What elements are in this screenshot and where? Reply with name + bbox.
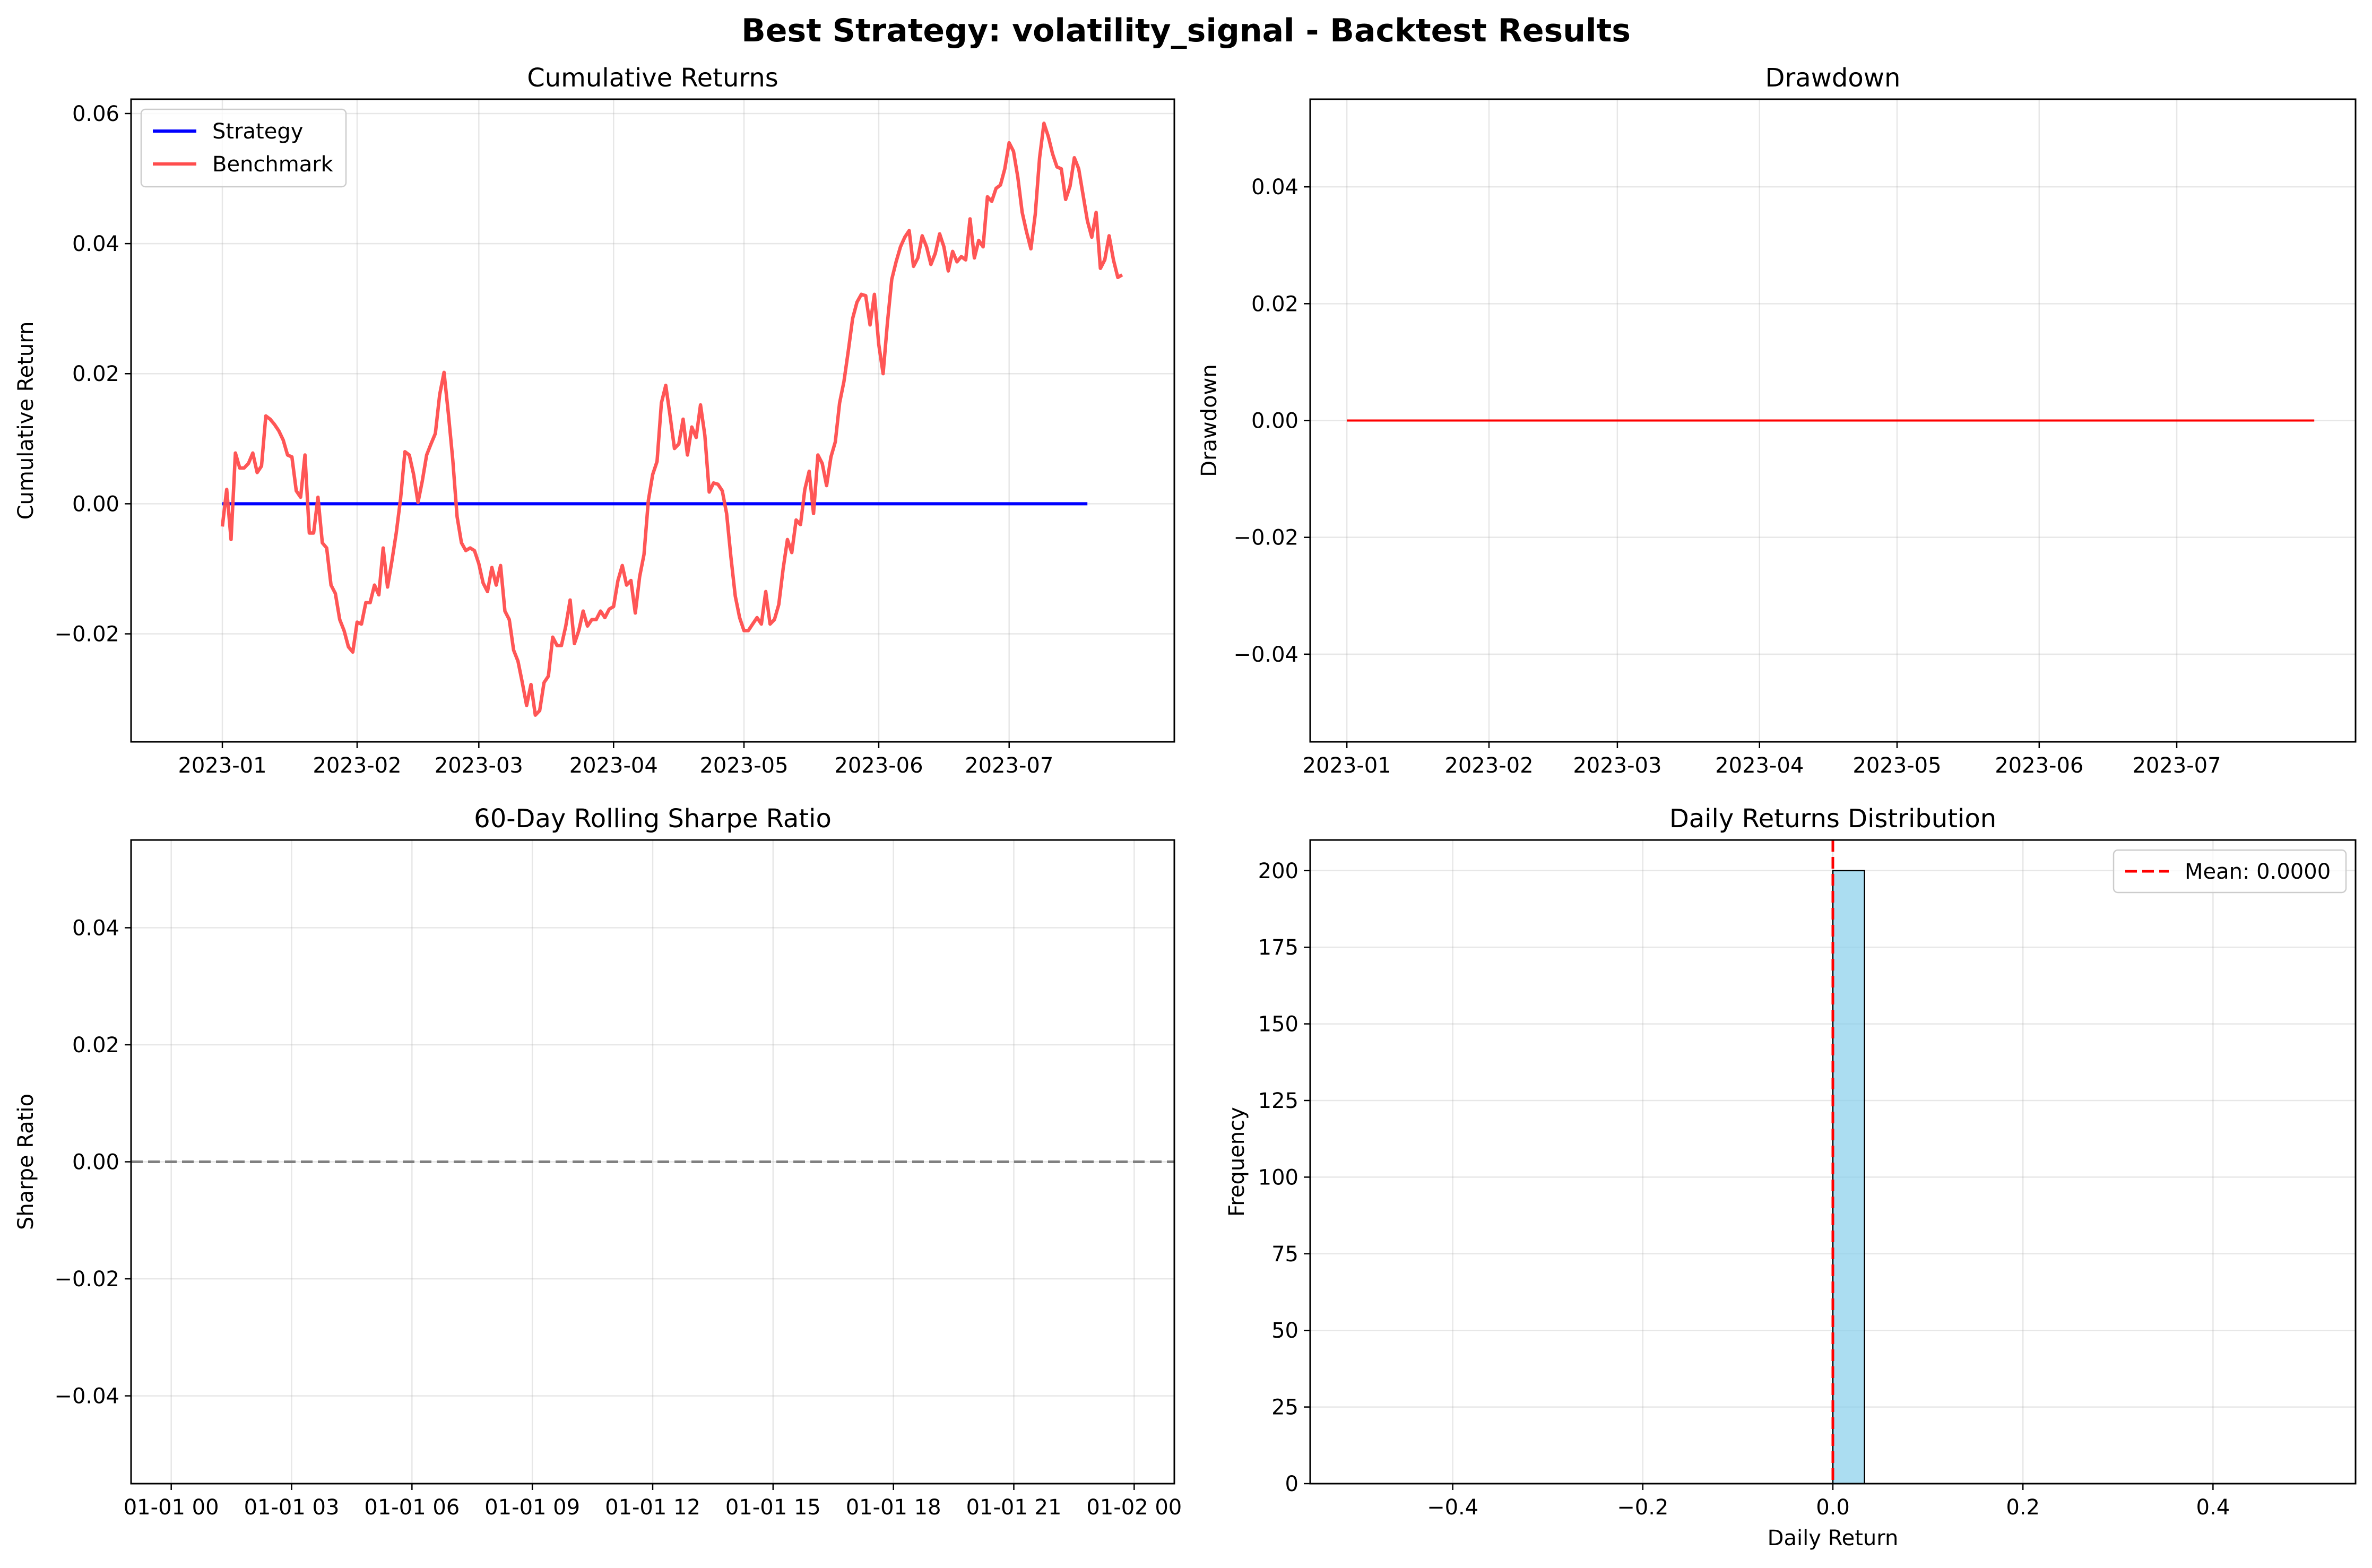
legend-box xyxy=(2113,849,2347,894)
x-tick-label: 01-01 00 xyxy=(124,1495,219,1520)
y-tick-label: −0.02 xyxy=(54,1267,119,1292)
x-tick-label: 2023-02 xyxy=(1444,753,1533,778)
x-tick-label: 0.2 xyxy=(2006,1495,2040,1520)
y-axis-label: Sharpe Ratio xyxy=(14,1094,38,1230)
x-tick-label: 01-01 06 xyxy=(364,1495,460,1520)
y-tick-label: 100 xyxy=(1258,1165,1298,1190)
axes-frame xyxy=(130,98,1175,743)
y-tick-label: 0.02 xyxy=(1251,292,1298,316)
y-tick-label: −0.04 xyxy=(1233,643,1298,667)
y-tick-label: −0.02 xyxy=(54,622,119,647)
rolling-sharpe-panel: 01-01 00 01-01 03 01-01 06 01-01 09 01-01 12… xyxy=(14,804,1182,1520)
y-tick-label: 0.00 xyxy=(1251,409,1298,434)
x-tick-label: 01-01 21 xyxy=(966,1495,1062,1520)
y-tick-label: −0.04 xyxy=(54,1384,119,1409)
x-tick-label: 2023-06 xyxy=(834,753,923,778)
y-tick-label: 25 xyxy=(1271,1396,1298,1420)
legend-label: Mean: 0.0000 xyxy=(2185,860,2331,884)
y-axis-label: Frequency xyxy=(1225,1107,1249,1217)
y-tick-label: 200 xyxy=(1258,859,1298,883)
x-tick-label: 2023-05 xyxy=(1852,753,1941,778)
x-tick-label: 2023-04 xyxy=(1715,753,1804,778)
x-tick-label: 2023-03 xyxy=(435,753,523,778)
x-tick-label: 01-01 03 xyxy=(244,1495,340,1520)
y-tick-label: 0.00 xyxy=(72,1150,119,1175)
y-tick-label: 75 xyxy=(1271,1242,1298,1267)
x-tick-label: 2023-01 xyxy=(178,753,266,778)
x-tick-label: 2023-05 xyxy=(699,753,788,778)
legend-box xyxy=(140,108,347,188)
x-tick-label: 01-01 12 xyxy=(605,1495,700,1520)
axes-title: 60-Day Rolling Sharpe Ratio xyxy=(474,804,832,834)
x-tick-label: 01-01 09 xyxy=(484,1495,580,1520)
legend: Strategy Benchmark xyxy=(140,108,347,188)
x-tick-label: −0.4 xyxy=(1427,1495,1478,1520)
x-tick-label: 2023-01 xyxy=(1303,753,1391,778)
x-tick-label: 2023-03 xyxy=(1573,753,1661,778)
legend: Mean: 0.0000 xyxy=(2113,849,2347,894)
y-tick-label: 0.02 xyxy=(72,1033,119,1058)
figure-suptitle: Best Strategy: volatility_signal - Backt… xyxy=(741,12,1631,49)
returns-histogram-panel: −0.4 −0.2 0.0 0.2 0.4 0 25 50 75 100 125 150 175 200 D… xyxy=(1225,804,2357,1550)
legend-label: Strategy xyxy=(212,119,303,144)
y-tick-label: −0.02 xyxy=(1233,526,1298,550)
axes-title: Drawdown xyxy=(1765,63,1901,93)
y-tick-label: 0.06 xyxy=(72,102,119,126)
plot-data xyxy=(220,122,1123,717)
cumulative-returns-panel: 2023-01 2023-02 2023-03 2023-04 2023-05 2023-… xyxy=(14,63,1175,778)
x-tick-label: 2023-06 xyxy=(1995,753,2083,778)
y-tick-label: 125 xyxy=(1258,1089,1298,1113)
x-tick-label: 01-01 15 xyxy=(725,1495,821,1520)
benchmark-line xyxy=(220,122,1123,717)
x-tick-label: 2023-04 xyxy=(569,753,658,778)
y-tick-label: 50 xyxy=(1271,1319,1298,1343)
y-tick-label: 0.02 xyxy=(72,362,119,386)
axes-title: Daily Returns Distribution xyxy=(1669,804,1996,834)
y-axis-label: Cumulative Return xyxy=(14,322,38,520)
y-tick-label: 0.00 xyxy=(72,492,119,516)
x-tick-label: 2023-02 xyxy=(313,753,401,778)
y-tick-label: 0.04 xyxy=(72,232,119,256)
x-tick-label: −0.2 xyxy=(1617,1495,1668,1520)
legend-label: Benchmark xyxy=(212,152,334,177)
axes-title: Cumulative Returns xyxy=(527,63,778,93)
y-tick-label: 0.04 xyxy=(72,916,119,940)
x-axis-label: Daily Return xyxy=(1768,1526,1899,1550)
histogram-bar xyxy=(1832,870,1865,1484)
plot-data xyxy=(1357,840,2308,1484)
drawdown-panel: 2023-01 2023-02 2023-03 2023-04 2023-05 2023-… xyxy=(1197,63,2357,778)
y-axis-label: Drawdown xyxy=(1197,364,1222,477)
x-tick-label: 0.0 xyxy=(1816,1495,1850,1520)
x-tick-label: 2023-07 xyxy=(965,753,1053,778)
x-tick-label: 01-02 00 xyxy=(1086,1495,1182,1520)
x-tick-label: 0.4 xyxy=(2196,1495,2230,1520)
y-tick-label: 175 xyxy=(1258,935,1298,960)
x-tick-label: 2023-07 xyxy=(2132,753,2221,778)
x-tick-label: 01-01 18 xyxy=(846,1495,941,1520)
y-tick-label: 0 xyxy=(1285,1472,1298,1496)
y-tick-label: 0.04 xyxy=(1251,175,1298,200)
y-tick-label: 150 xyxy=(1258,1012,1298,1037)
